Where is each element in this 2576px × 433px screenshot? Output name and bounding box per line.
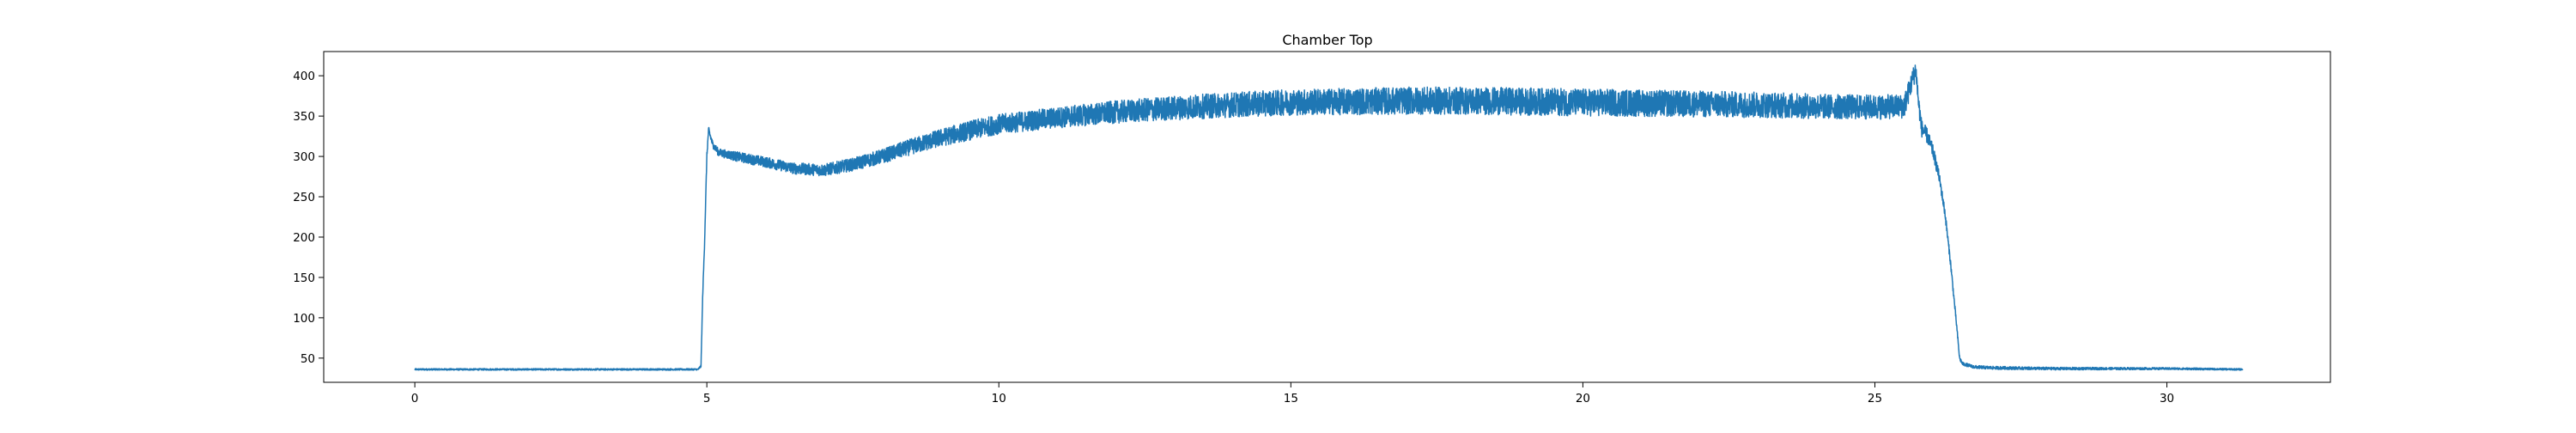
y-tick-label: 50	[301, 352, 315, 366]
y-tick-label: 300	[293, 150, 315, 164]
x-tick-label: 15	[1284, 392, 1298, 406]
x-tick-label: 0	[411, 392, 419, 406]
x-tick-label: 25	[1868, 392, 1882, 406]
x-tick-label: 5	[703, 392, 711, 406]
x-tick-label: 10	[992, 392, 1006, 406]
y-tick-label: 150	[293, 271, 315, 285]
chart-title: Chamber Top	[1282, 32, 1372, 48]
series-line	[414, 64, 2244, 371]
y-tick-label: 200	[293, 231, 315, 245]
y-tick-label: 350	[293, 110, 315, 124]
axis-layer: 0 5 10 15 20 25 30 50 100 150 200 250 300 350 400	[293, 70, 2174, 406]
y-tick-label: 250	[293, 191, 315, 204]
y-tick-label: 100	[293, 312, 315, 326]
x-tick-label: 20	[1576, 392, 1590, 406]
plot-frame	[323, 51, 2331, 383]
line-layer	[414, 64, 2244, 371]
y-tick-label: 400	[293, 70, 315, 83]
x-tick-label: 30	[2160, 392, 2174, 406]
